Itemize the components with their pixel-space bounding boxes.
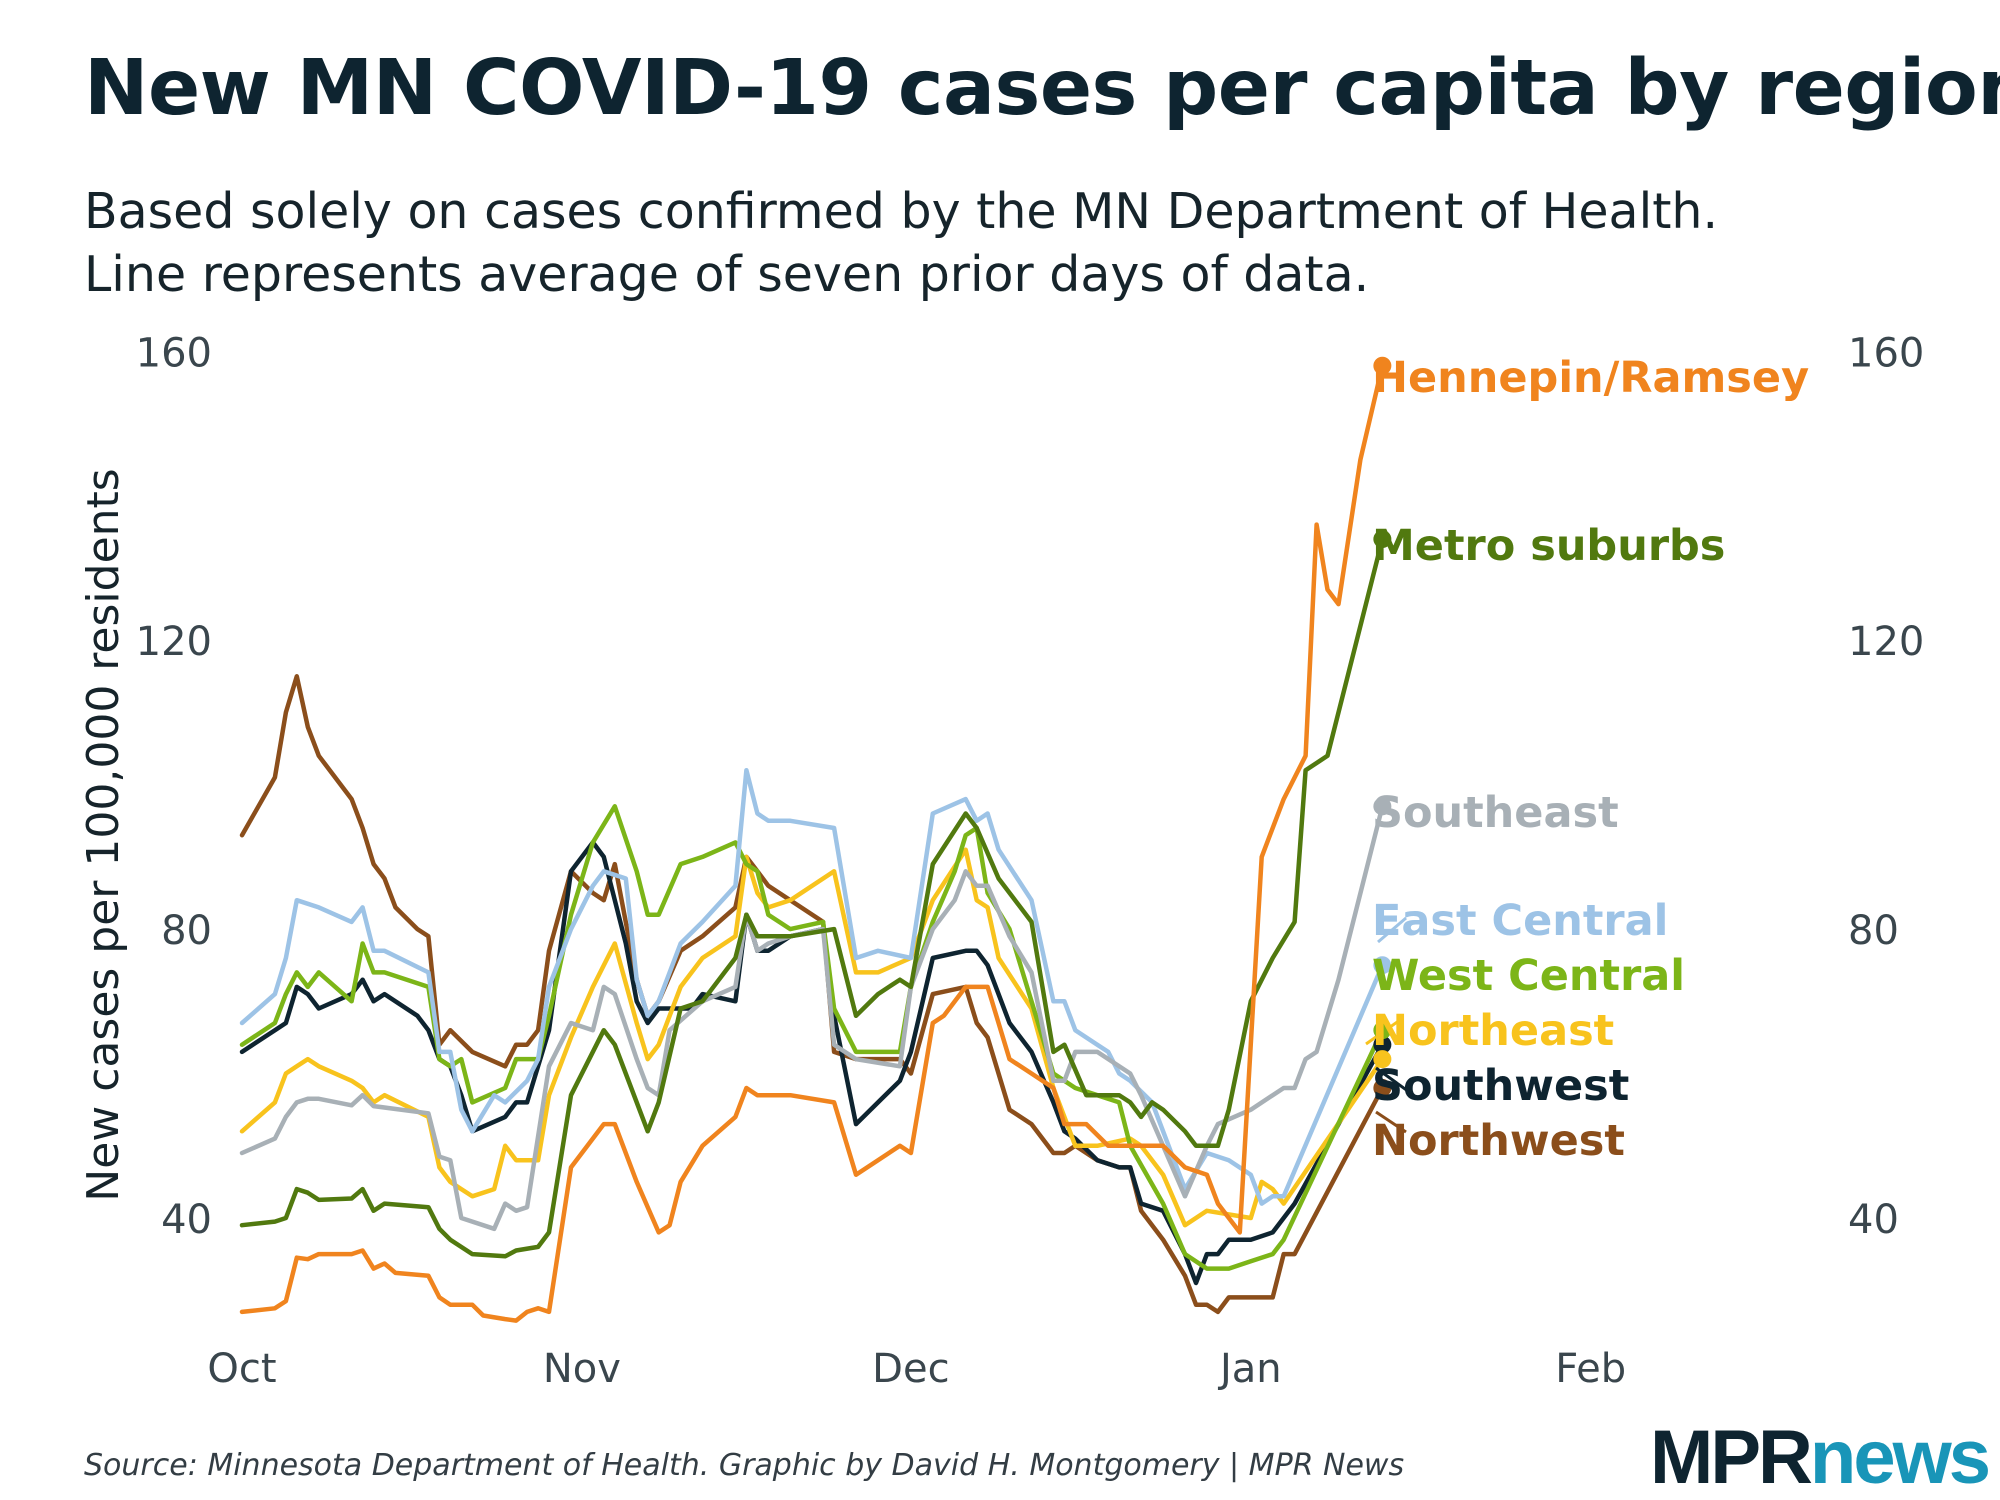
y-tick-right-160: 160 (1848, 330, 1924, 376)
y-axis-label: New cases per 100,000 residents (78, 468, 129, 1201)
label-east-central: East Central (1372, 896, 1668, 946)
chart-lines (239, 363, 1385, 1323)
series-labels: Hennepin/Ramsey Metro suburbs Southeast Eas… (1372, 353, 1809, 1166)
label-southwest: Southwest (1372, 1061, 1629, 1111)
label-northwest: Northwest (1372, 1116, 1625, 1166)
line-northeast (239, 847, 1385, 1228)
label-west-central: West Central (1372, 951, 1685, 1001)
line-southeast (239, 804, 1385, 1232)
x-tick-jan: Jan (1217, 1346, 1282, 1392)
x-tick-dec: Dec (872, 1346, 949, 1392)
y-tick-left-40: 40 (161, 1197, 212, 1243)
x-tick-nov: Nov (543, 1346, 621, 1392)
line-metro-suburbs (239, 536, 1385, 1259)
line-southwest (239, 840, 1385, 1286)
subtitle-line-2: Line represents average of seven prior d… (84, 246, 1370, 303)
label-metro-suburbs: Metro suburbs (1372, 521, 1725, 571)
x-tick-oct: Oct (207, 1346, 276, 1392)
subtitle-line-1: Based solely on cases confirmed by the M… (84, 183, 1719, 240)
line-northwest (239, 674, 1385, 1315)
line-hennepin-ramsey (239, 363, 1385, 1323)
label-hennepin-ramsey: Hennepin/Ramsey (1372, 353, 1809, 403)
end-dot-southeast (1373, 797, 1392, 816)
y-tick-left-160: 160 (136, 330, 212, 376)
y-tick-right-40: 40 (1848, 1197, 1899, 1243)
end-dot-hennepin-ramsey (1373, 356, 1392, 375)
y-tick-left-120: 120 (136, 619, 212, 665)
y-tick-right-80: 80 (1848, 908, 1899, 954)
logo-news: news (1809, 1415, 1991, 1500)
line-west-central (239, 804, 1385, 1271)
chart-title: New MN COVID-19 cases per capita by regi… (84, 44, 2000, 133)
end-dot-northwest (1373, 1078, 1392, 1097)
source-note: Source: Minnesota Department of Health. … (84, 1448, 1405, 1483)
end-dot-northeast (1373, 1050, 1392, 1069)
end-dot-east-central (1373, 956, 1392, 975)
end-points (1373, 356, 1392, 1097)
x-tick-feb: Feb (1555, 1346, 1626, 1392)
leader-northwest (1375, 1110, 1407, 1134)
chart-axes: 40 40 80 80 120 120 160 160 Oct Nov Dec Jan Feb New c… (78, 330, 1924, 1392)
end-dot-metro-suburbs (1373, 530, 1392, 549)
mpr-news-logo: MPRnews (1650, 1420, 1991, 1496)
label-leaders (1365, 916, 1413, 1134)
leader-southwest (1375, 1066, 1413, 1096)
y-tick-left-80: 80 (161, 908, 212, 954)
end-dot-southwest (1373, 1035, 1392, 1054)
chart-subtitle: Based solely on cases confirmed by the M… (84, 180, 1964, 306)
y-tick-right-120: 120 (1848, 619, 1924, 665)
leader-east-central (1377, 916, 1407, 944)
logo-mpr: MPR (1650, 1415, 1813, 1500)
end-dot-west-central (1373, 1021, 1392, 1040)
label-southeast: Southeast (1372, 788, 1619, 838)
label-northeast: Northeast (1372, 1006, 1614, 1056)
